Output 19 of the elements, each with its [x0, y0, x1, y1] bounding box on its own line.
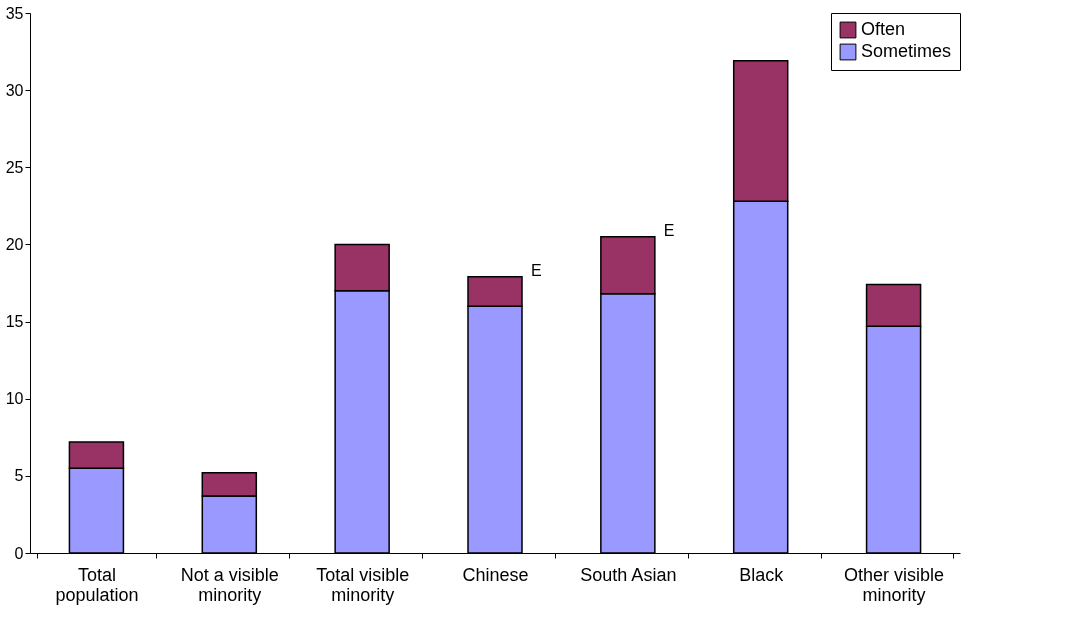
y-tick-label: 15: [5, 313, 24, 331]
x-tick-label: Not a visible minority: [180, 564, 279, 605]
y-tick-label: 25: [5, 158, 24, 176]
legend-label: Often: [861, 19, 906, 39]
x-tick-label: Total population: [55, 564, 139, 605]
y-tick-label: 10: [5, 390, 24, 408]
y-tick-label: 5: [14, 467, 24, 485]
y-tick-label: 20: [5, 235, 24, 253]
y-tick-label: 35: [5, 4, 24, 22]
annotation: E: [531, 261, 542, 279]
x-tick-label: Black: [739, 564, 785, 585]
x-tick-label: Other visible minority: [844, 564, 945, 605]
annotation: E: [663, 221, 675, 239]
y-tick-label: 30: [5, 81, 24, 99]
x-tick-label: Chinese: [462, 564, 529, 585]
x-tick-label: South Asian: [580, 564, 677, 585]
y-tick-label: 0: [14, 544, 24, 562]
x-tick-label: Total visible minority: [316, 564, 410, 605]
legend-label: Sometimes: [861, 41, 952, 61]
